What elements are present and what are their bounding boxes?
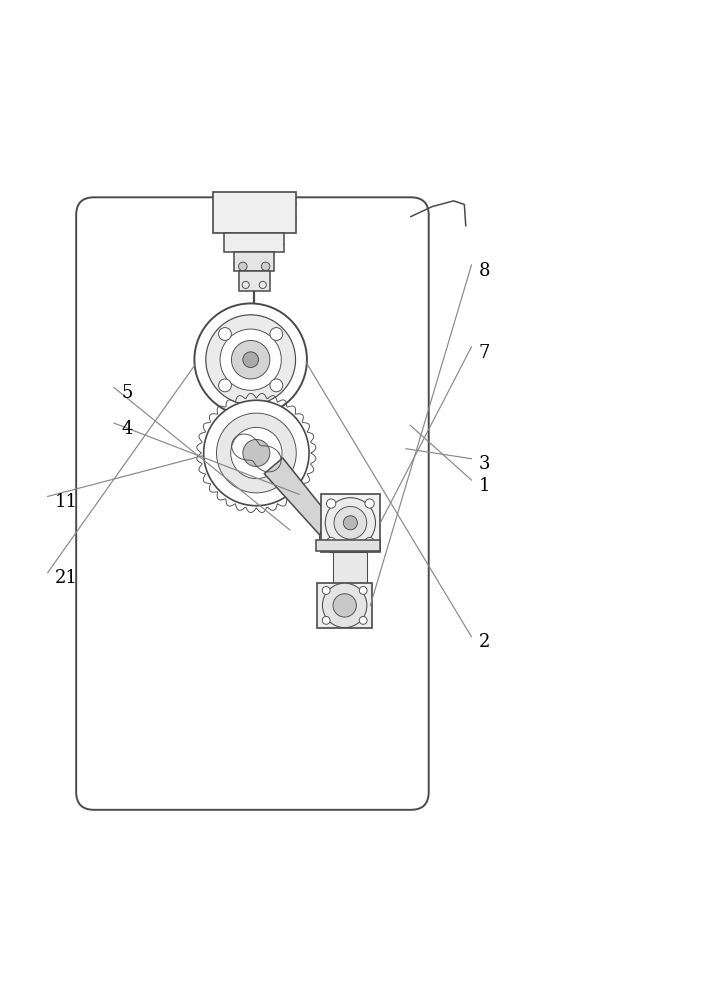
Circle shape xyxy=(219,379,232,392)
Text: 5: 5 xyxy=(121,384,132,402)
Bar xyxy=(225,233,284,252)
Bar xyxy=(321,494,380,552)
Circle shape xyxy=(365,537,374,547)
Circle shape xyxy=(243,439,270,467)
Circle shape xyxy=(359,616,367,624)
Text: 7: 7 xyxy=(478,344,490,362)
Circle shape xyxy=(194,303,307,416)
Circle shape xyxy=(262,262,270,271)
Circle shape xyxy=(333,594,356,617)
Circle shape xyxy=(334,506,367,539)
Circle shape xyxy=(231,427,282,479)
Circle shape xyxy=(320,523,350,553)
FancyBboxPatch shape xyxy=(77,197,429,810)
Bar xyxy=(316,540,380,551)
Circle shape xyxy=(219,328,232,340)
Text: 1: 1 xyxy=(478,477,490,495)
Bar xyxy=(235,252,274,271)
Circle shape xyxy=(325,498,375,548)
Text: 2: 2 xyxy=(478,633,490,651)
Circle shape xyxy=(206,315,295,405)
Circle shape xyxy=(270,328,282,340)
Bar xyxy=(213,192,295,233)
Bar xyxy=(333,552,368,583)
Text: 21: 21 xyxy=(55,569,78,587)
Circle shape xyxy=(322,583,367,628)
Circle shape xyxy=(327,499,336,508)
Circle shape xyxy=(322,587,330,594)
Text: 4: 4 xyxy=(121,420,132,438)
Circle shape xyxy=(217,413,296,493)
Circle shape xyxy=(365,499,374,508)
Bar xyxy=(239,271,270,291)
Circle shape xyxy=(322,616,330,624)
Circle shape xyxy=(359,587,367,594)
Circle shape xyxy=(243,352,259,368)
Circle shape xyxy=(326,529,343,546)
Circle shape xyxy=(327,537,336,547)
Text: 3: 3 xyxy=(478,455,490,473)
Text: 8: 8 xyxy=(478,262,490,280)
Circle shape xyxy=(270,379,282,392)
Circle shape xyxy=(204,400,309,506)
Polygon shape xyxy=(265,458,342,544)
Circle shape xyxy=(220,329,281,390)
Circle shape xyxy=(343,516,358,530)
Circle shape xyxy=(239,262,247,271)
Bar xyxy=(317,583,373,628)
Circle shape xyxy=(232,340,270,379)
Text: 11: 11 xyxy=(55,493,78,511)
